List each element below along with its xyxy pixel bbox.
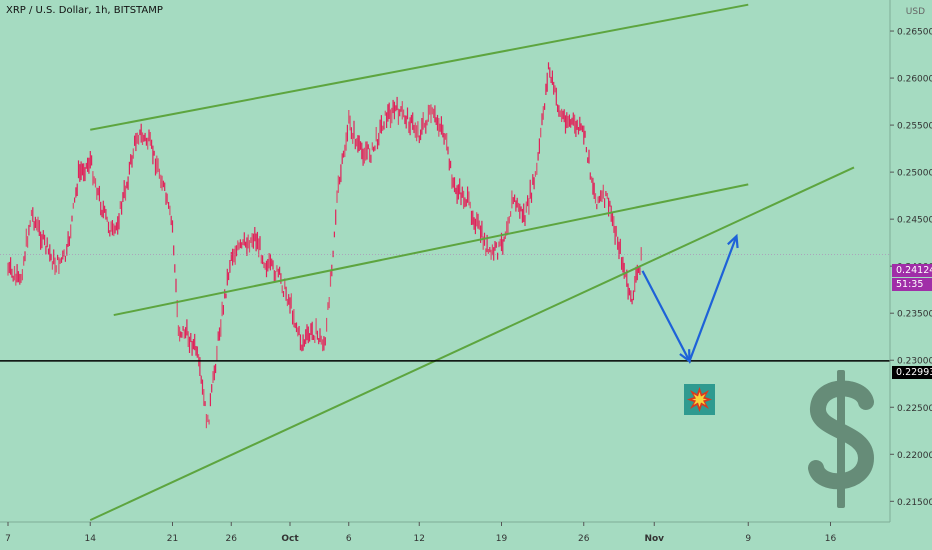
time-tick-label: 12 [414,534,425,544]
time-tick-label: 16 [825,534,837,544]
time-axis[interactable]: 7 14 21 26 Oct 6 12 19 26 Nov 9 16 [0,521,890,550]
time-tick-label: 14 [85,534,97,544]
explosion-icon [684,384,715,415]
dollar-sign-icon [802,358,882,518]
time-tick-label: 21 [167,534,178,544]
price-tick-label: 0.22500 [897,404,932,414]
price-tick-label: 0.23500 [897,310,932,320]
arrowhead [679,349,691,364]
time-tick-label: 26 [578,534,590,544]
arrowhead [727,233,739,249]
symbol-title: XRP / U.S. Dollar, 1h, BITSTAMP [6,5,163,16]
price-tick-label: 0.25500 [897,122,932,132]
time-tick-label: Nov [644,534,664,544]
price-tick-label: 0.24500 [897,216,932,226]
time-tick-label: 7 [5,534,11,544]
projection-arrow[interactable] [641,235,738,364]
middle-channel-trendline[interactable] [113,183,749,317]
lower-trendline[interactable] [89,166,855,522]
time-tick-label: 6 [346,534,352,544]
price-tick-label: 0.21500 [897,498,932,508]
last-price-tag: 0.24124 [892,264,932,277]
price-tick-label: 0.25000 [897,169,932,179]
time-tick-label: 9 [745,534,751,544]
price-tick-label: 0.22000 [897,451,932,461]
candlestick-series [7,62,642,429]
trendline-drawings[interactable] [0,3,890,522]
time-tick-label: 26 [226,534,238,544]
price-tick-label: 0.23000 [897,357,932,367]
support-price-tag: 0.22993 [892,366,932,379]
time-tick-label: Oct [281,534,299,544]
countdown-tag: 51:35 [892,278,932,291]
price-tick-label: 0.26500 [897,28,932,38]
time-axis-bg [0,522,890,550]
currency-label: USD [905,7,925,17]
time-tick-label: 19 [496,534,508,544]
upper-channel-trendline[interactable] [90,3,749,131]
price-tick-label: 0.26000 [897,75,932,85]
